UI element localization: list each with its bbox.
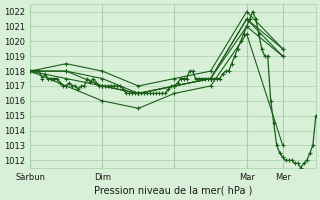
X-axis label: Pression niveau de la mer( hPa ): Pression niveau de la mer( hPa ) xyxy=(94,186,252,196)
